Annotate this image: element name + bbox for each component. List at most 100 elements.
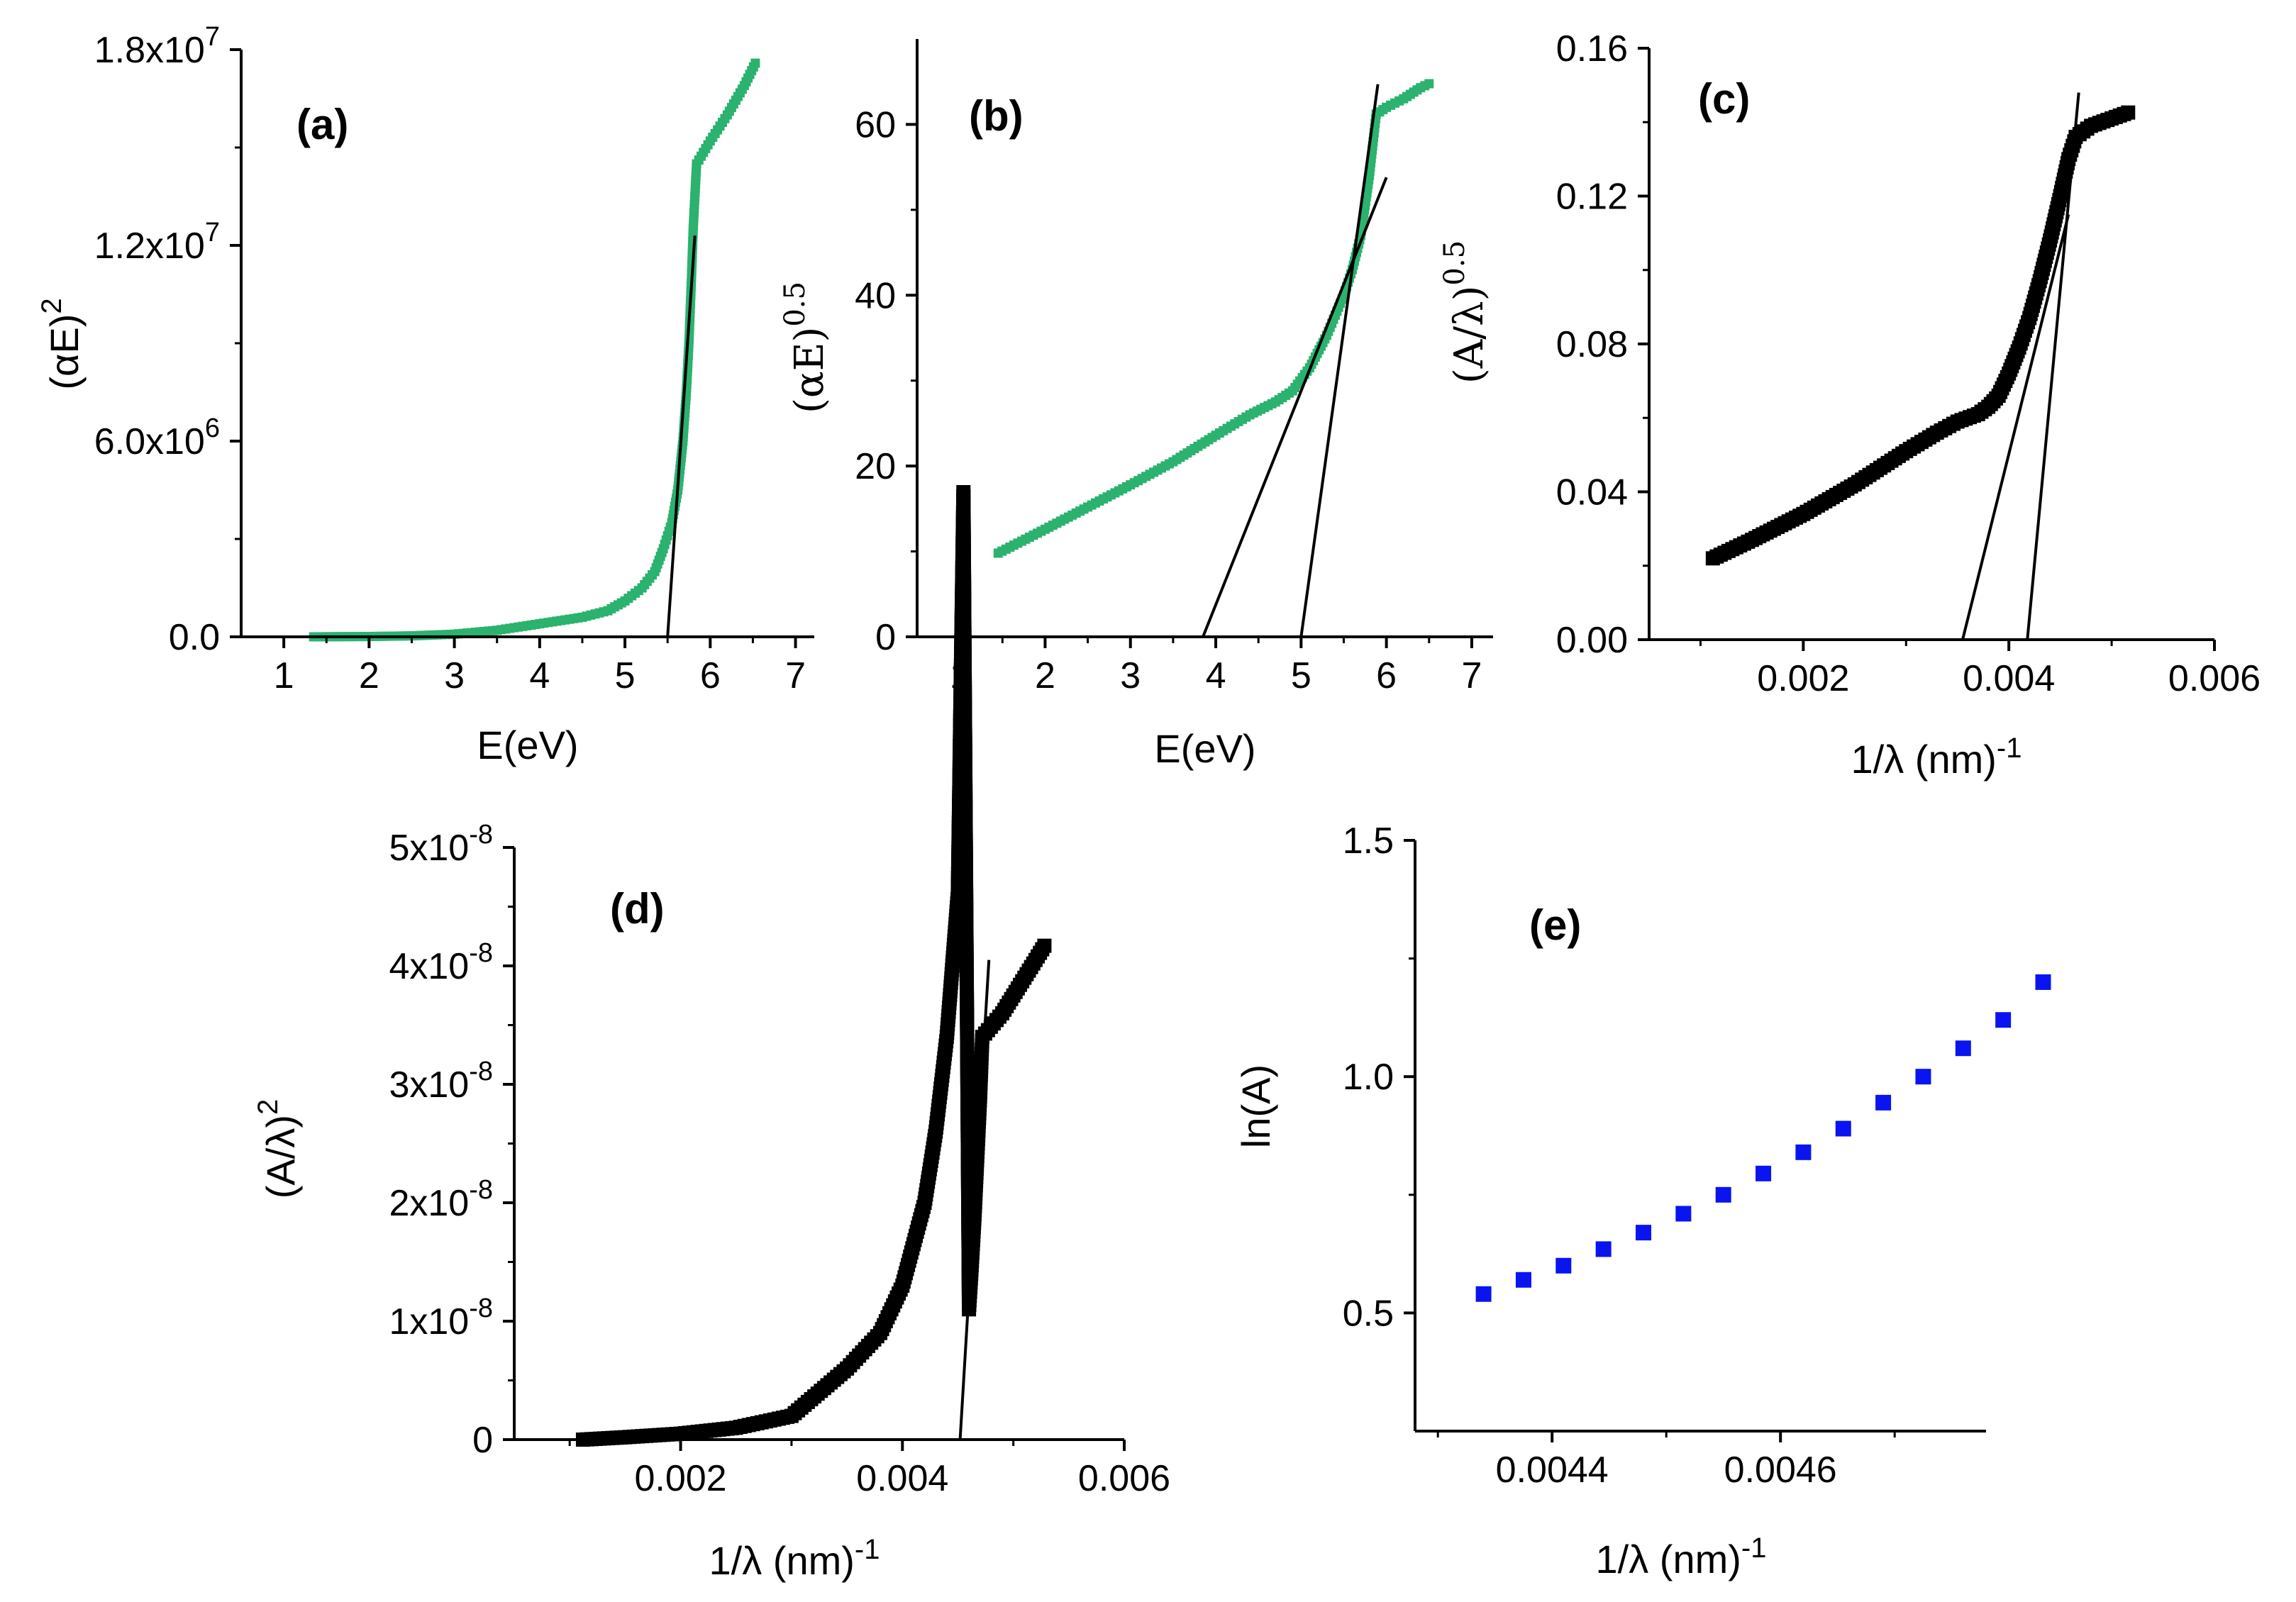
- panel-d-y-tick-label-base-0: 0: [472, 1420, 493, 1461]
- panel-d-y-tick-label-exp-4: -8: [469, 938, 493, 968]
- panel-b-y-label: (αE)0.5: [779, 282, 833, 413]
- panel-e-point-7: [1756, 1165, 1772, 1181]
- panel-e-point-5: [1675, 1206, 1692, 1222]
- panel-e-point-13: [1995, 1012, 2012, 1028]
- panel-c-x-label-base: 1/λ (nm): [1851, 737, 1997, 781]
- panel-a-y-tick-label-exp-2: 7: [205, 218, 220, 247]
- panel-d-y-tick-label-base-3: 3x10: [389, 1064, 469, 1106]
- panel-d: (d) 1/λ (nm)-1 (A/λ)2 0.002 0.004 0.00601x…: [253, 485, 1170, 1583]
- panel-a-x-tick-label-1: 2: [359, 655, 379, 696]
- panel-b-x-tick-label-6: 7: [1461, 655, 1482, 696]
- panel-a-y-tick-label-0: 0.0: [169, 617, 220, 658]
- panel-d-x-tick-label-1: 0.004: [856, 1458, 948, 1499]
- svg-text:(αE)2: (αE)2: [36, 298, 87, 389]
- panel-d-x-label: 1/λ (nm)-1: [709, 1534, 880, 1583]
- panel-b-y-tick-label-0: 0: [875, 617, 896, 658]
- panel-c-x-label: 1/λ (nm)-1: [1851, 733, 2022, 781]
- panel-e-x-label-sup: -1: [1741, 1533, 1767, 1564]
- panel-e-point-12: [1955, 1040, 1971, 1057]
- panel-d-y-tick-label-exp-1: -8: [469, 1294, 493, 1323]
- panel-b: (b) E(eV) (αE)0.5 12345670204060: [779, 39, 1493, 771]
- panel-d-y-tick-label-base-2: 2x10: [389, 1183, 469, 1224]
- panel-e-point-1: [1515, 1272, 1531, 1288]
- panel-d-x-tick-label-0: 0.002: [634, 1458, 726, 1499]
- panel-a-fit-line-0: [666, 235, 697, 638]
- svg-text:ln(A): ln(A): [1233, 1064, 1278, 1148]
- panel-d-y-tick-label-exp-5: -8: [469, 820, 493, 850]
- panel-a-x-label: E(eV): [477, 723, 578, 767]
- panel-b-x-tick-label-2: 3: [1120, 655, 1141, 696]
- panel-c-y-tick-label-base-3: 0.12: [1556, 177, 1628, 218]
- panel-b-y-tick-label-1: 20: [855, 446, 896, 487]
- panel-e-y-label: ln(A): [1233, 1064, 1278, 1148]
- panel-d-y-label-base: (A/λ): [258, 1115, 303, 1198]
- panel-e-y-tick-label-base-0: 0.5: [1343, 1293, 1394, 1334]
- panel-d-x-label-base: 1/λ (nm): [709, 1538, 855, 1583]
- panel-a-x-tick-label-6: 7: [785, 655, 806, 696]
- panel-a-y-label-sup: 2: [36, 298, 67, 313]
- panel-e-x-tick-label-1: 0.0046: [1724, 1450, 1837, 1491]
- panel-d-x-label-sup: -1: [855, 1534, 880, 1565]
- panel-a-y-tick-label-base-0: 0.0: [169, 617, 220, 658]
- panel-b-x-label: E(eV): [1154, 726, 1255, 771]
- panel-c-x-tick-label-0: 0.002: [1757, 658, 1849, 699]
- panel-c-fit-line-1: [2026, 92, 2080, 640]
- panel-d-y-tick-label-0: 0: [472, 1420, 493, 1461]
- panel-b-y-label-sup: 0.5: [779, 282, 811, 327]
- panel-a-label: (a): [296, 101, 348, 148]
- panel-c-y-tick-label-0: 0.00: [1556, 620, 1628, 661]
- panel-e-point-10: [1875, 1094, 1892, 1111]
- svg-text:(A/λ)0.5: (A/λ)0.5: [1438, 240, 1492, 384]
- panel-a-x-tick-label-2: 3: [444, 655, 465, 696]
- panel-a-x-tick-label-5: 6: [700, 655, 721, 696]
- panel-c-y-tick-label-4: 0.16: [1556, 28, 1628, 69]
- panel-d-y-tick-label-2: 2x10-8: [389, 1175, 493, 1224]
- panel-a-point-210: [750, 58, 760, 68]
- panel-c-y-tick-label-1: 0.04: [1556, 472, 1628, 513]
- panel-d-y-label-sup: 2: [253, 1099, 284, 1115]
- panel-c-y-label-sup: 0.5: [1438, 240, 1471, 286]
- panel-e-x-tick-label-0: 0.0044: [1496, 1450, 1609, 1491]
- panel-d-y-tick-label-1: 1x10-8: [389, 1294, 493, 1342]
- panel-e-point-11: [1915, 1069, 1931, 1085]
- panel-c-label: (c): [1698, 75, 1750, 123]
- panel-c-fit-line-0: [1961, 214, 2070, 640]
- panel-c-y-tick-label-2: 0.08: [1556, 324, 1628, 365]
- panel-e-point-3: [1595, 1241, 1612, 1257]
- panel-a-y-tick-label-1: 6.0x106: [94, 413, 220, 462]
- panel-d-y-tick-label-5: 5x10-8: [389, 820, 493, 869]
- panel-e-y-tick-label-2: 1.5: [1343, 821, 1394, 862]
- panel-a-y-tick-label-base-1: 6.0x10: [94, 421, 205, 462]
- panel-c-y-tick-label-base-1: 0.04: [1556, 472, 1628, 513]
- panel-b-y-tick-label-3: 60: [855, 104, 896, 145]
- panel-e-label: (e): [1529, 901, 1581, 949]
- panel-a-x-tick-label-0: 1: [274, 655, 294, 696]
- panel-a: (a) E(eV) (αE)2 1 2 3 4 5 6 70.06.0x1061.2x107…: [36, 22, 814, 767]
- panel-b-x-tick-label-1: 2: [1035, 655, 1055, 696]
- panel-e-y-tick-label-0: 0.5: [1343, 1293, 1394, 1334]
- panel-d-x-tick-label-2: 0.006: [1078, 1458, 1170, 1499]
- panel-d-y-tick-label-exp-2: -8: [469, 1175, 493, 1205]
- panel-c: (c) 1/λ (nm)-1 (A/λ)0.5 0.002 0.004 0.006 0…: [1438, 28, 2261, 781]
- panel-a-y-tick-label-3: 1.8x107: [94, 22, 220, 71]
- panel-a-y-tick-label-base-3: 1.8x10: [94, 30, 205, 71]
- panel-c-point-154: [2121, 105, 2136, 120]
- panel-a-x-tick-label-3: 4: [529, 655, 550, 696]
- panel-d-y-tick-label-base-4: 4x10: [389, 946, 469, 987]
- panel-e-point-14: [2035, 974, 2051, 990]
- panel-c-y-tick-label-base-4: 0.16: [1556, 28, 1628, 69]
- panel-e-x-label-base: 1/λ (nm): [1596, 1537, 1741, 1581]
- panel-d-label: (d): [610, 885, 665, 933]
- panel-e-point-6: [1715, 1186, 1731, 1203]
- panel-a-y-label: (αE)2: [36, 298, 87, 389]
- panel-c-y-tick-label-base-2: 0.08: [1556, 324, 1628, 365]
- panel-c-x-tick-label-2: 0.006: [2168, 658, 2261, 699]
- panel-d-y-label: (A/λ)2: [253, 1099, 303, 1198]
- panel-a-y-label-base: (αE): [42, 314, 87, 390]
- panel-a-y-tick-label-exp-1: 6: [205, 413, 220, 443]
- panel-b-x-tick-label-4: 5: [1291, 655, 1311, 696]
- panel-c-y-tick-label-base-0: 0.00: [1556, 620, 1628, 661]
- panel-c-x-label-sup: -1: [1997, 733, 2022, 764]
- panel-b-fit-line-1: [1299, 84, 1380, 638]
- panel-e-y-tick-label-base-2: 1.5: [1343, 821, 1394, 862]
